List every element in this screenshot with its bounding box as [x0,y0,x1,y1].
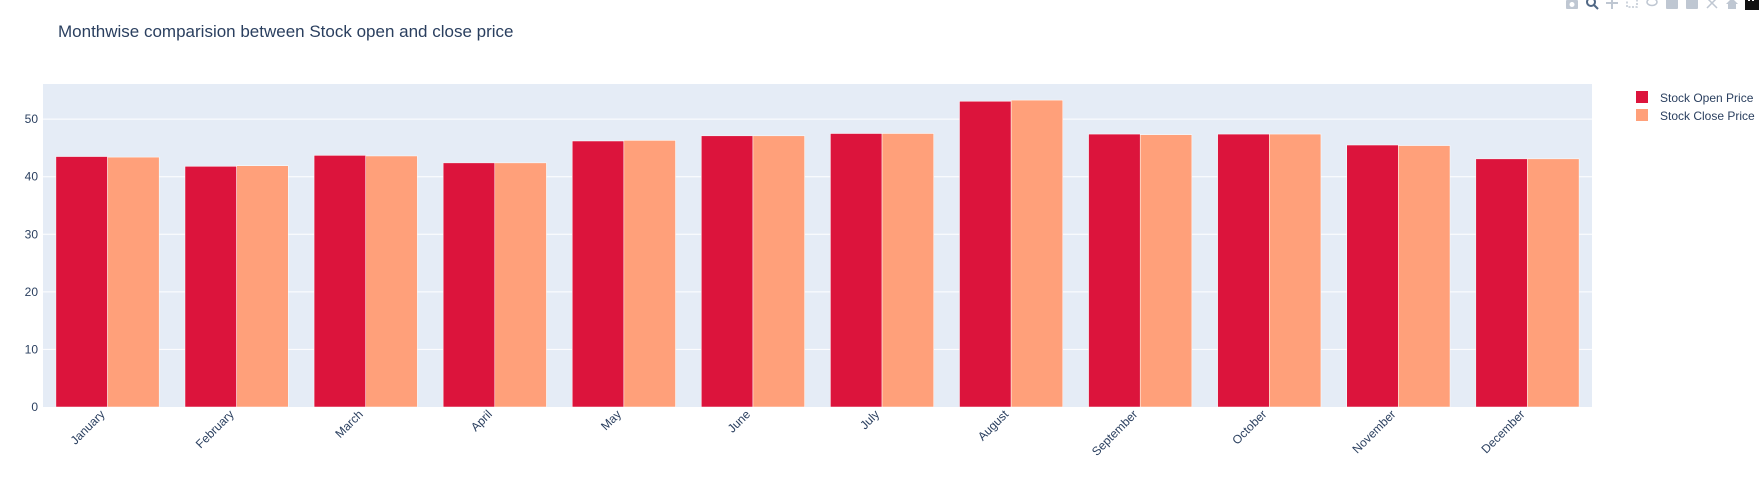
zoom-icon[interactable] [1585,0,1599,10]
bar-open-july[interactable] [830,133,883,408]
bar-close-february[interactable] [236,165,289,408]
bar-open-december[interactable] [1475,158,1528,408]
bar-open-june[interactable] [701,135,754,408]
bar-open-august[interactable] [959,101,1012,408]
bar-close-august[interactable] [1010,99,1064,408]
bar-close-november[interactable] [1398,145,1451,408]
bar-close-june[interactable] [752,135,805,408]
plot-area [43,84,1592,407]
x-tick-label: March [332,407,365,440]
plotly-logo-icon[interactable] [1745,0,1759,10]
legend: Stock Open Price Stock Close Price [1636,91,1755,123]
zoom-in-icon[interactable] [1665,0,1679,10]
y-tick-label: 20 [25,285,39,299]
gridlines [43,118,1592,350]
bar-open-september[interactable] [1088,133,1141,408]
x-tick-label: January [68,407,108,447]
y-tick-label: 50 [25,112,39,126]
y-tick-label: 10 [25,342,39,356]
y-axis: 0 10 20 30 40 50 [25,112,39,414]
y-tick-label: 30 [25,227,39,241]
x-tick-label: June [725,407,754,436]
bar-close-march[interactable] [365,155,418,408]
y-tick-label: 40 [25,170,39,184]
home-icon[interactable] [1725,0,1739,10]
bar-close-december[interactable] [1527,158,1580,408]
x-tick-label: February [193,407,237,451]
zoom-out-icon[interactable] [1685,0,1699,10]
bar-close-september[interactable] [1139,134,1193,408]
bar-close-may[interactable] [623,140,676,408]
x-tick-label: October [1229,407,1269,447]
bar-open-may[interactable] [571,140,625,408]
legend-label[interactable]: Stock Open Price [1660,91,1754,105]
chart-title: Monthwise comparision between Stock open… [58,22,513,41]
bar-open-february[interactable] [184,166,237,408]
bar-close-july[interactable] [881,133,934,408]
bar-close-april[interactable] [494,162,547,408]
autoscale-icon[interactable] [1705,0,1719,10]
legend-swatch[interactable] [1636,91,1648,103]
x-tick-label: May [598,407,624,433]
x-tick-label: November [1349,407,1398,456]
box-select-icon[interactable] [1625,0,1639,10]
legend-swatch[interactable] [1636,109,1648,121]
bars [55,99,1580,408]
legend-label[interactable]: Stock Close Price [1660,109,1755,123]
bar-close-october[interactable] [1269,133,1322,408]
bar-open-march[interactable] [313,155,366,408]
pan-icon[interactable] [1605,0,1619,10]
x-tick-label: December [1479,407,1528,456]
x-axis: January February March April May June July Augu… [68,407,1528,459]
y-tick-label: 0 [31,400,38,414]
bar-open-january[interactable] [55,156,108,408]
lasso-icon[interactable] [1645,0,1659,10]
bar-open-october[interactable] [1217,133,1270,408]
bar-open-april[interactable] [442,162,496,408]
x-tick-label: April [468,407,495,434]
x-tick-label: August [975,407,1012,444]
modebar [1565,0,1759,10]
camera-icon[interactable] [1565,0,1579,10]
bar-close-january[interactable] [107,156,160,408]
bar-open-november[interactable] [1346,144,1399,408]
x-tick-label: July [857,407,882,432]
x-tick-label: September [1089,407,1140,458]
